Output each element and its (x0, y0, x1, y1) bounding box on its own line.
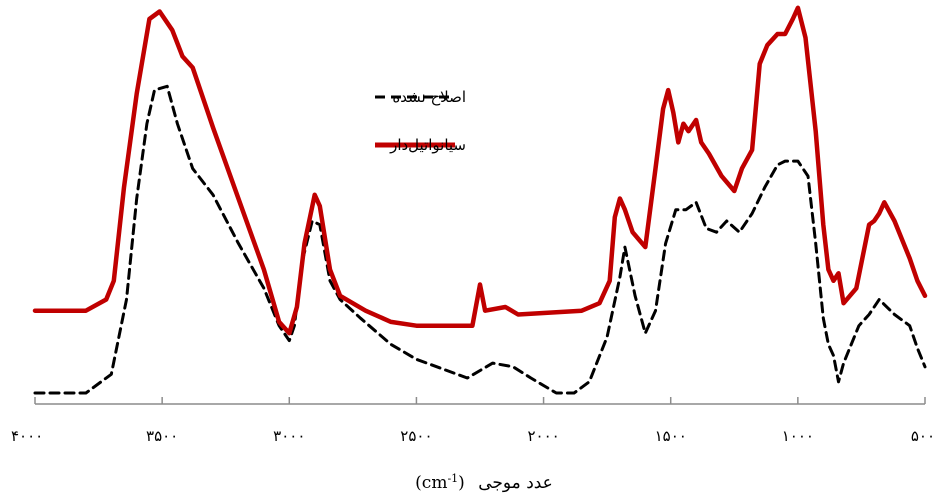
series-layer (32, 5, 928, 395)
x-axis-label: (cm-1) عدد موجی (415, 472, 553, 493)
x-axis-ticks: ۴۰۰۰ ۳۵۰۰ ۳۰۰۰ ۲۵۰۰ ۲۰۰۰ ۱۵۰۰ ۱۰۰۰ ۵۰۰ (11, 397, 935, 445)
x-tick-label: ۴۰۰۰ (11, 427, 43, 445)
x-axis-label-text: عدد موجی (478, 473, 553, 493)
legend-label-cyanoethylated: سیانواتیل‌دار (389, 136, 466, 154)
x-tick-label: ۲۰۰۰ (527, 427, 559, 445)
legend: اصلاح نشده سیانواتیل‌دار (375, 88, 466, 154)
x-tick-label: ۲۵۰۰ (400, 427, 432, 445)
x-tick-label: ۳۵۰۰ (146, 427, 178, 445)
x-tick-label: ۳۰۰۰ (273, 427, 305, 445)
x-tick-label: ۵۰۰ (911, 427, 935, 445)
x-tick-label: ۱۰۰۰ (782, 427, 814, 445)
series-line-untreated (33, 84, 927, 395)
series-line-cyanoethylated (32, 5, 928, 336)
legend-label-untreated: اصلاح نشده (392, 88, 466, 106)
x-tick-label: ۱۵۰۰ (655, 427, 687, 445)
x-axis-label-unit: (cm-1) (415, 472, 470, 493)
